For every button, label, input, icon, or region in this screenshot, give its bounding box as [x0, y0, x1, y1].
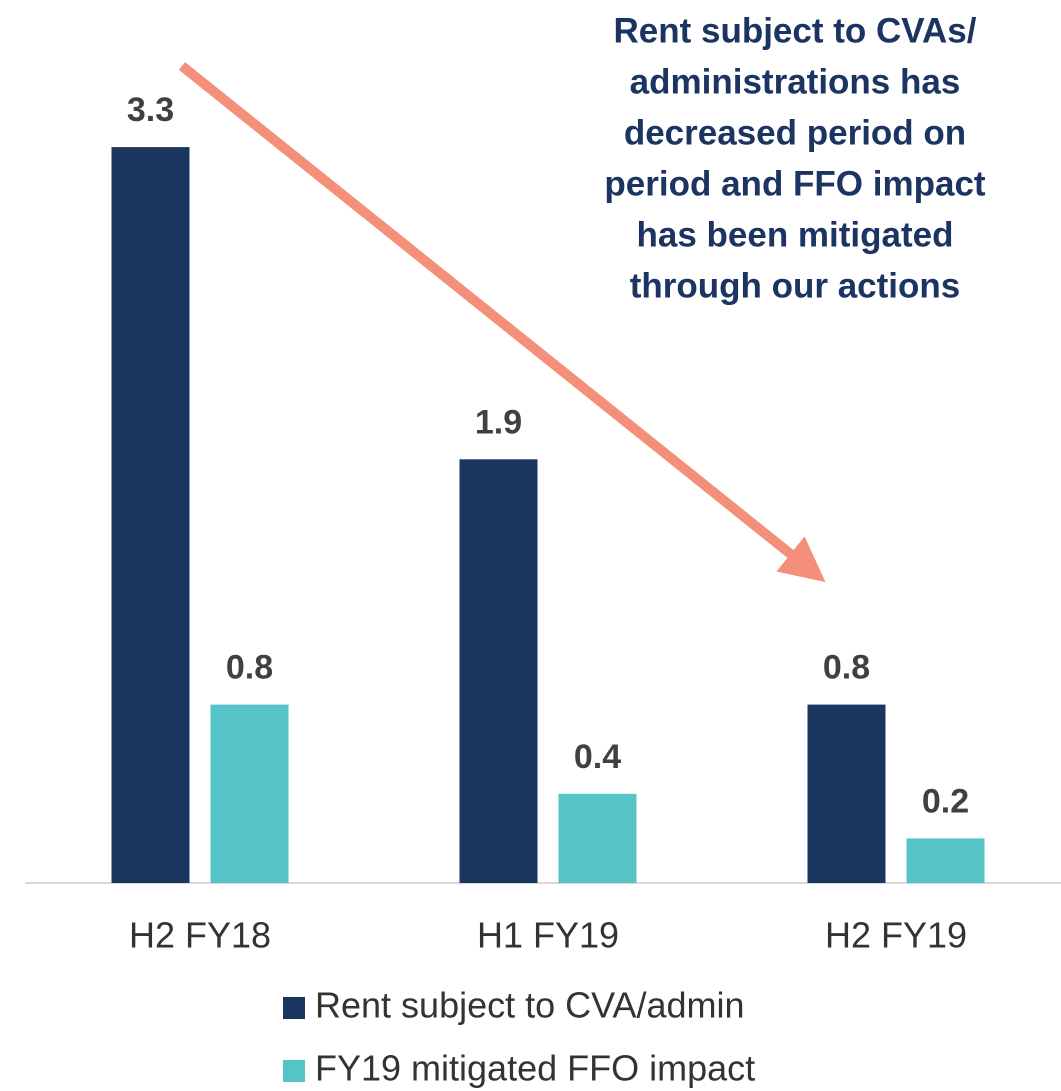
bar: [558, 793, 637, 883]
bar: [459, 459, 538, 883]
value-label: 0.8: [823, 649, 870, 687]
value-label: 0.8: [226, 649, 273, 687]
value-label: 0.4: [574, 738, 621, 776]
annotation: period and FFO impact: [604, 164, 985, 203]
bar: [906, 838, 985, 883]
value-label: 0.2: [922, 782, 969, 820]
bar: [210, 704, 289, 883]
x-tick-label: H1 FY19: [477, 915, 619, 956]
legend-swatch: [283, 997, 305, 1019]
bar: [807, 704, 886, 883]
x-tick-label: H2 FY19: [825, 915, 967, 956]
bar: [111, 147, 190, 884]
annotation: Rent subject to CVAs/: [613, 11, 976, 50]
annotation: administrations has: [630, 62, 961, 101]
annotation: through our actions: [630, 266, 961, 305]
value-label: 3.3: [127, 91, 174, 129]
value-label: 1.9: [475, 403, 522, 441]
legend-label: FY19 mitigated FFO impact: [315, 1048, 755, 1089]
annotation: decreased period on: [624, 113, 966, 152]
legend-label: Rent subject to CVA/admin: [315, 985, 745, 1026]
x-tick-label: H2 FY18: [129, 915, 271, 956]
annotation: has been mitigated: [636, 215, 953, 254]
legend-swatch: [283, 1060, 305, 1082]
trend-arrow: [178, 62, 826, 583]
